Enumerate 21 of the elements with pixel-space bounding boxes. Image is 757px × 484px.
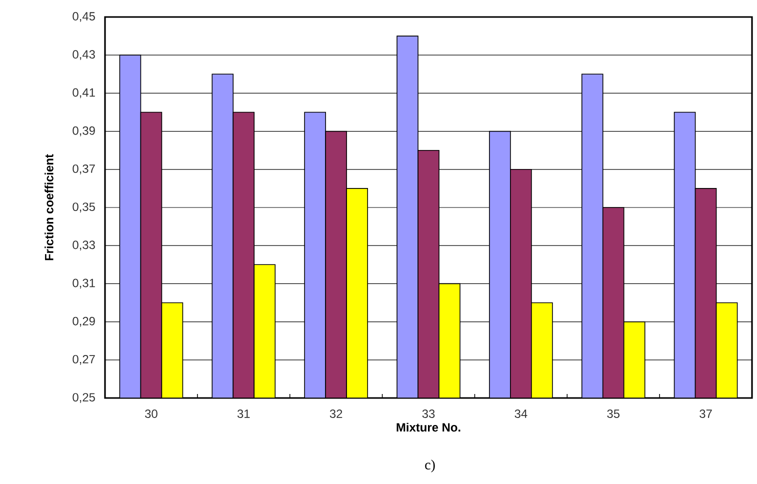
- y-axis-title: Friction coefficient: [44, 154, 54, 260]
- y-tick-label: 0,41: [72, 88, 95, 98]
- y-tick-label: 0,37: [72, 164, 95, 174]
- x-tick-label: 30: [145, 410, 158, 418]
- y-tick-label: 0,33: [72, 240, 95, 251]
- x-tick-label: 37: [700, 410, 712, 418]
- y-tick-label: 0,25: [72, 393, 95, 403]
- y-tick-label: 0,31: [72, 278, 95, 289]
- y-tick-label: 0,27: [72, 354, 95, 365]
- y-tick-label: 0,35: [72, 202, 95, 212]
- y-tick-label: 0,43: [72, 50, 95, 60]
- y-tick-label: 0,29: [72, 316, 95, 327]
- x-tick-label: 35: [607, 410, 620, 418]
- x-tick-label: 33: [422, 410, 435, 418]
- x-axis-title: Mixture No.: [396, 422, 460, 432]
- y-tick-label: 0,39: [72, 126, 95, 136]
- x-tick-label: 32: [330, 410, 342, 418]
- x-tick-label: 34: [514, 410, 528, 418]
- text: c): [425, 460, 435, 472]
- y-tick-label: 0,45: [72, 12, 95, 22]
- x-tick-label: 31: [237, 410, 250, 418]
